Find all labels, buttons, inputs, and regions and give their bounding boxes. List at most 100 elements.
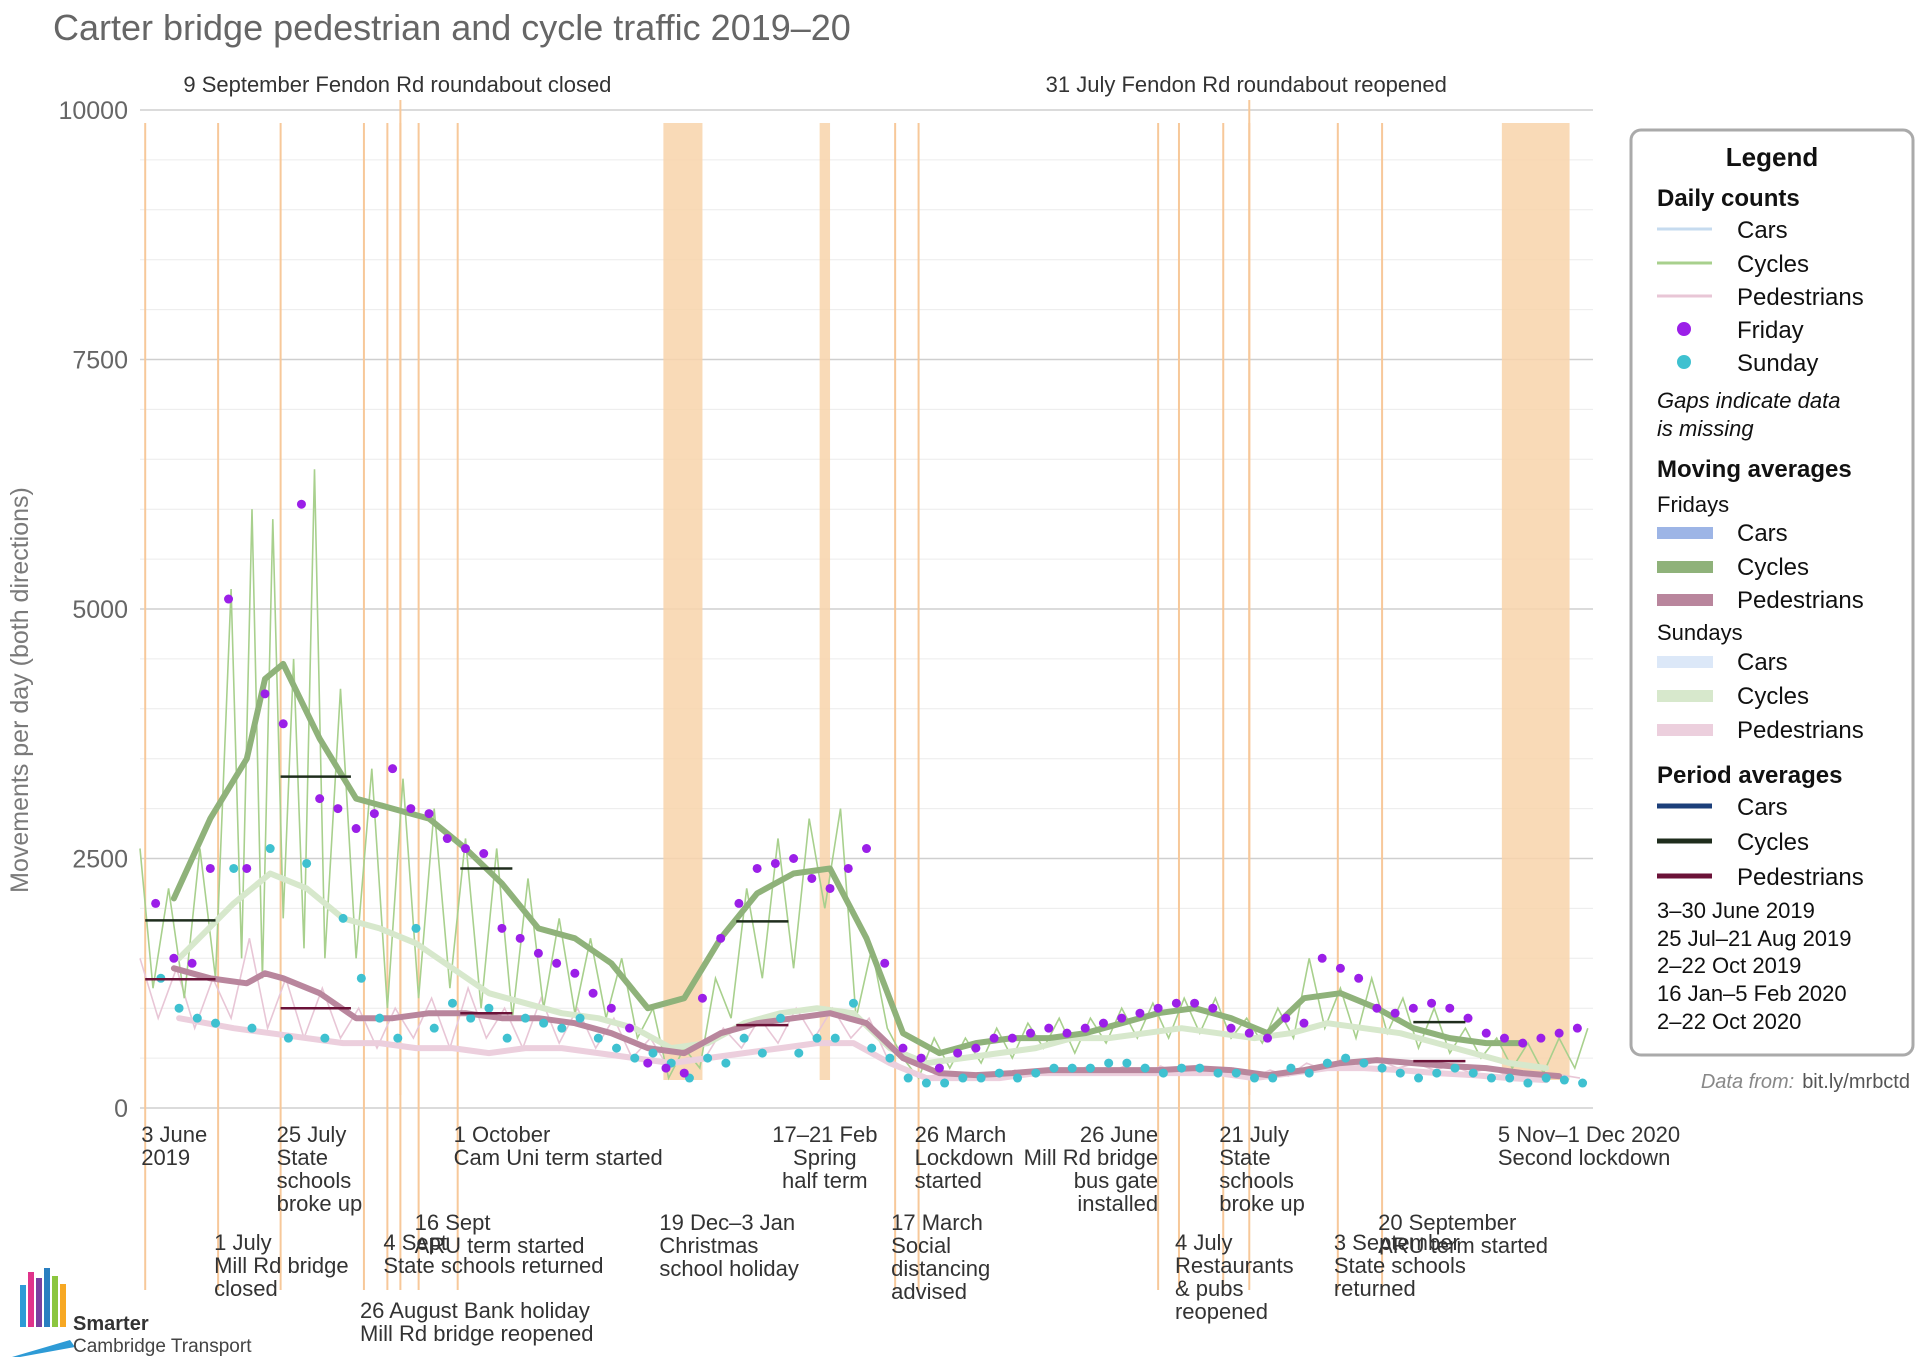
friday-point — [296, 499, 306, 509]
annotation-line: schools — [277, 1168, 352, 1193]
legend-cycles-daily: Cycles — [1737, 251, 1809, 278]
friday-point — [1044, 1023, 1054, 1033]
friday-point — [424, 809, 434, 819]
friday-point — [1080, 1023, 1090, 1033]
annotation-line: broke up — [1219, 1191, 1305, 1216]
annotation-line: Mill Rd bridge reopened — [360, 1321, 594, 1346]
annotation-line: 26 August Bank holiday — [360, 1298, 590, 1323]
legend-gaps-note-2: is missing — [1657, 416, 1754, 441]
friday-point — [1499, 1033, 1509, 1043]
event-annotation: 26 March Lockdown started — [915, 1122, 1014, 1193]
annotation-line: 3 September — [1334, 1230, 1460, 1255]
legend-cars-sun-ma: Cars — [1737, 649, 1788, 676]
annotation-line: 16 Sept — [415, 1210, 491, 1235]
friday-point — [643, 1058, 653, 1068]
friday-point — [1135, 1008, 1145, 1018]
friday-point — [953, 1048, 963, 1058]
friday-point — [1007, 1033, 1017, 1043]
legend-cycles-sun-ma-swatch — [1657, 690, 1713, 702]
annotation-line: schools — [1219, 1168, 1294, 1193]
friday-point — [1117, 1013, 1127, 1023]
y-tick-label: 7500 — [72, 347, 128, 375]
sunday-point — [1085, 1063, 1095, 1073]
friday-point — [1098, 1018, 1108, 1028]
y-tick-label: 0 — [114, 1095, 128, 1123]
friday-point — [1481, 1028, 1491, 1038]
sunday-point — [1486, 1073, 1496, 1083]
legend-cycles-period: Cycles — [1737, 829, 1809, 856]
sunday-point — [1140, 1063, 1150, 1073]
friday-point — [1463, 1013, 1473, 1023]
annotation-line: Spring — [793, 1145, 857, 1170]
sunday-point — [1359, 1058, 1369, 1068]
sunday-point — [557, 1023, 567, 1033]
friday-point — [862, 844, 871, 854]
friday-point — [825, 883, 835, 893]
sunday-point — [356, 973, 366, 983]
sunday-point — [1432, 1068, 1442, 1078]
friday-point — [1354, 973, 1364, 983]
annotation-line: distancing — [891, 1256, 990, 1281]
friday-point — [351, 824, 361, 834]
annotation-line: 1 July — [214, 1230, 271, 1255]
sunday-point — [1541, 1073, 1551, 1083]
sunday-point — [1578, 1078, 1588, 1088]
friday-point — [260, 689, 270, 699]
friday-pedestrians-moving-average — [170, 965, 1563, 1080]
sunday-point — [830, 1033, 840, 1043]
event-annotation: 19 Dec–3 Jan Christmas school holiday — [659, 1210, 798, 1281]
legend-cars-sun-ma-swatch — [1657, 656, 1713, 668]
annotation-line: returned — [1334, 1276, 1416, 1301]
sunday-point — [283, 1033, 293, 1043]
friday-point — [661, 1063, 671, 1073]
friday-point — [1281, 1013, 1291, 1023]
event-annotation: 4 July Restaurants & pubs reopened — [1175, 1230, 1294, 1324]
friday-point — [1299, 1018, 1309, 1028]
annotation-line: half term — [782, 1168, 868, 1193]
sunday-point — [1177, 1063, 1187, 1073]
shaded-period — [819, 123, 831, 1080]
annotation-line: reopened — [1175, 1299, 1268, 1324]
friday-point — [734, 898, 744, 908]
sunday-point — [502, 1033, 512, 1043]
legend-period-heading: Period averages — [1657, 762, 1842, 789]
friday-point — [606, 1003, 616, 1013]
sunday-point — [1322, 1058, 1332, 1068]
friday-point — [1427, 998, 1437, 1008]
friday-point — [1390, 1008, 1400, 1018]
friday-point — [898, 1043, 908, 1053]
friday-point — [807, 873, 817, 883]
sunday-point — [1559, 1075, 1569, 1085]
annotation-line: 19 Dec–3 Jan — [659, 1210, 795, 1235]
friday-point — [1263, 1033, 1273, 1043]
legend-sunday-swatch — [1677, 355, 1691, 369]
sunday-point — [1395, 1068, 1405, 1078]
annotation-line: 25 July — [277, 1122, 347, 1147]
event-annotation: 5 Nov–1 Dec 2020 Second lockdown — [1498, 1122, 1680, 1170]
event-annotation: 3 September State schools returned — [1334, 1230, 1466, 1301]
annotation-line: State schools returned — [383, 1253, 603, 1278]
friday-point — [1518, 1038, 1528, 1048]
annotation-line: 26 March — [915, 1122, 1007, 1147]
friday-point — [151, 898, 161, 908]
annotation-line: Lockdown — [915, 1145, 1014, 1170]
friday-point — [1572, 1023, 1582, 1033]
sunday-point — [375, 1013, 385, 1023]
annotation-line: 17–21 Feb — [772, 1122, 877, 1147]
sunday-point — [447, 998, 457, 1008]
friday-point — [224, 594, 234, 604]
y-tick-label: 2500 — [72, 846, 128, 874]
sunday-point — [1122, 1058, 1132, 1068]
sunday-point — [411, 923, 421, 933]
legend-peds-daily: Pedestrians — [1737, 284, 1864, 311]
annotation-line: 4 July — [1175, 1230, 1232, 1255]
event-annotation: 25 July State schools broke up — [277, 1122, 363, 1216]
annotation-line: 17 March — [891, 1210, 983, 1235]
source-link: bit.ly/mrbctd — [1802, 1071, 1910, 1093]
friday-point — [460, 844, 470, 854]
annotation-line: State schools — [1334, 1253, 1466, 1278]
legend-cars-fri-ma-swatch — [1657, 527, 1713, 539]
annotation-line: ARU term started — [415, 1233, 585, 1258]
friday-point — [1190, 998, 1200, 1008]
friday-point — [989, 1033, 999, 1043]
